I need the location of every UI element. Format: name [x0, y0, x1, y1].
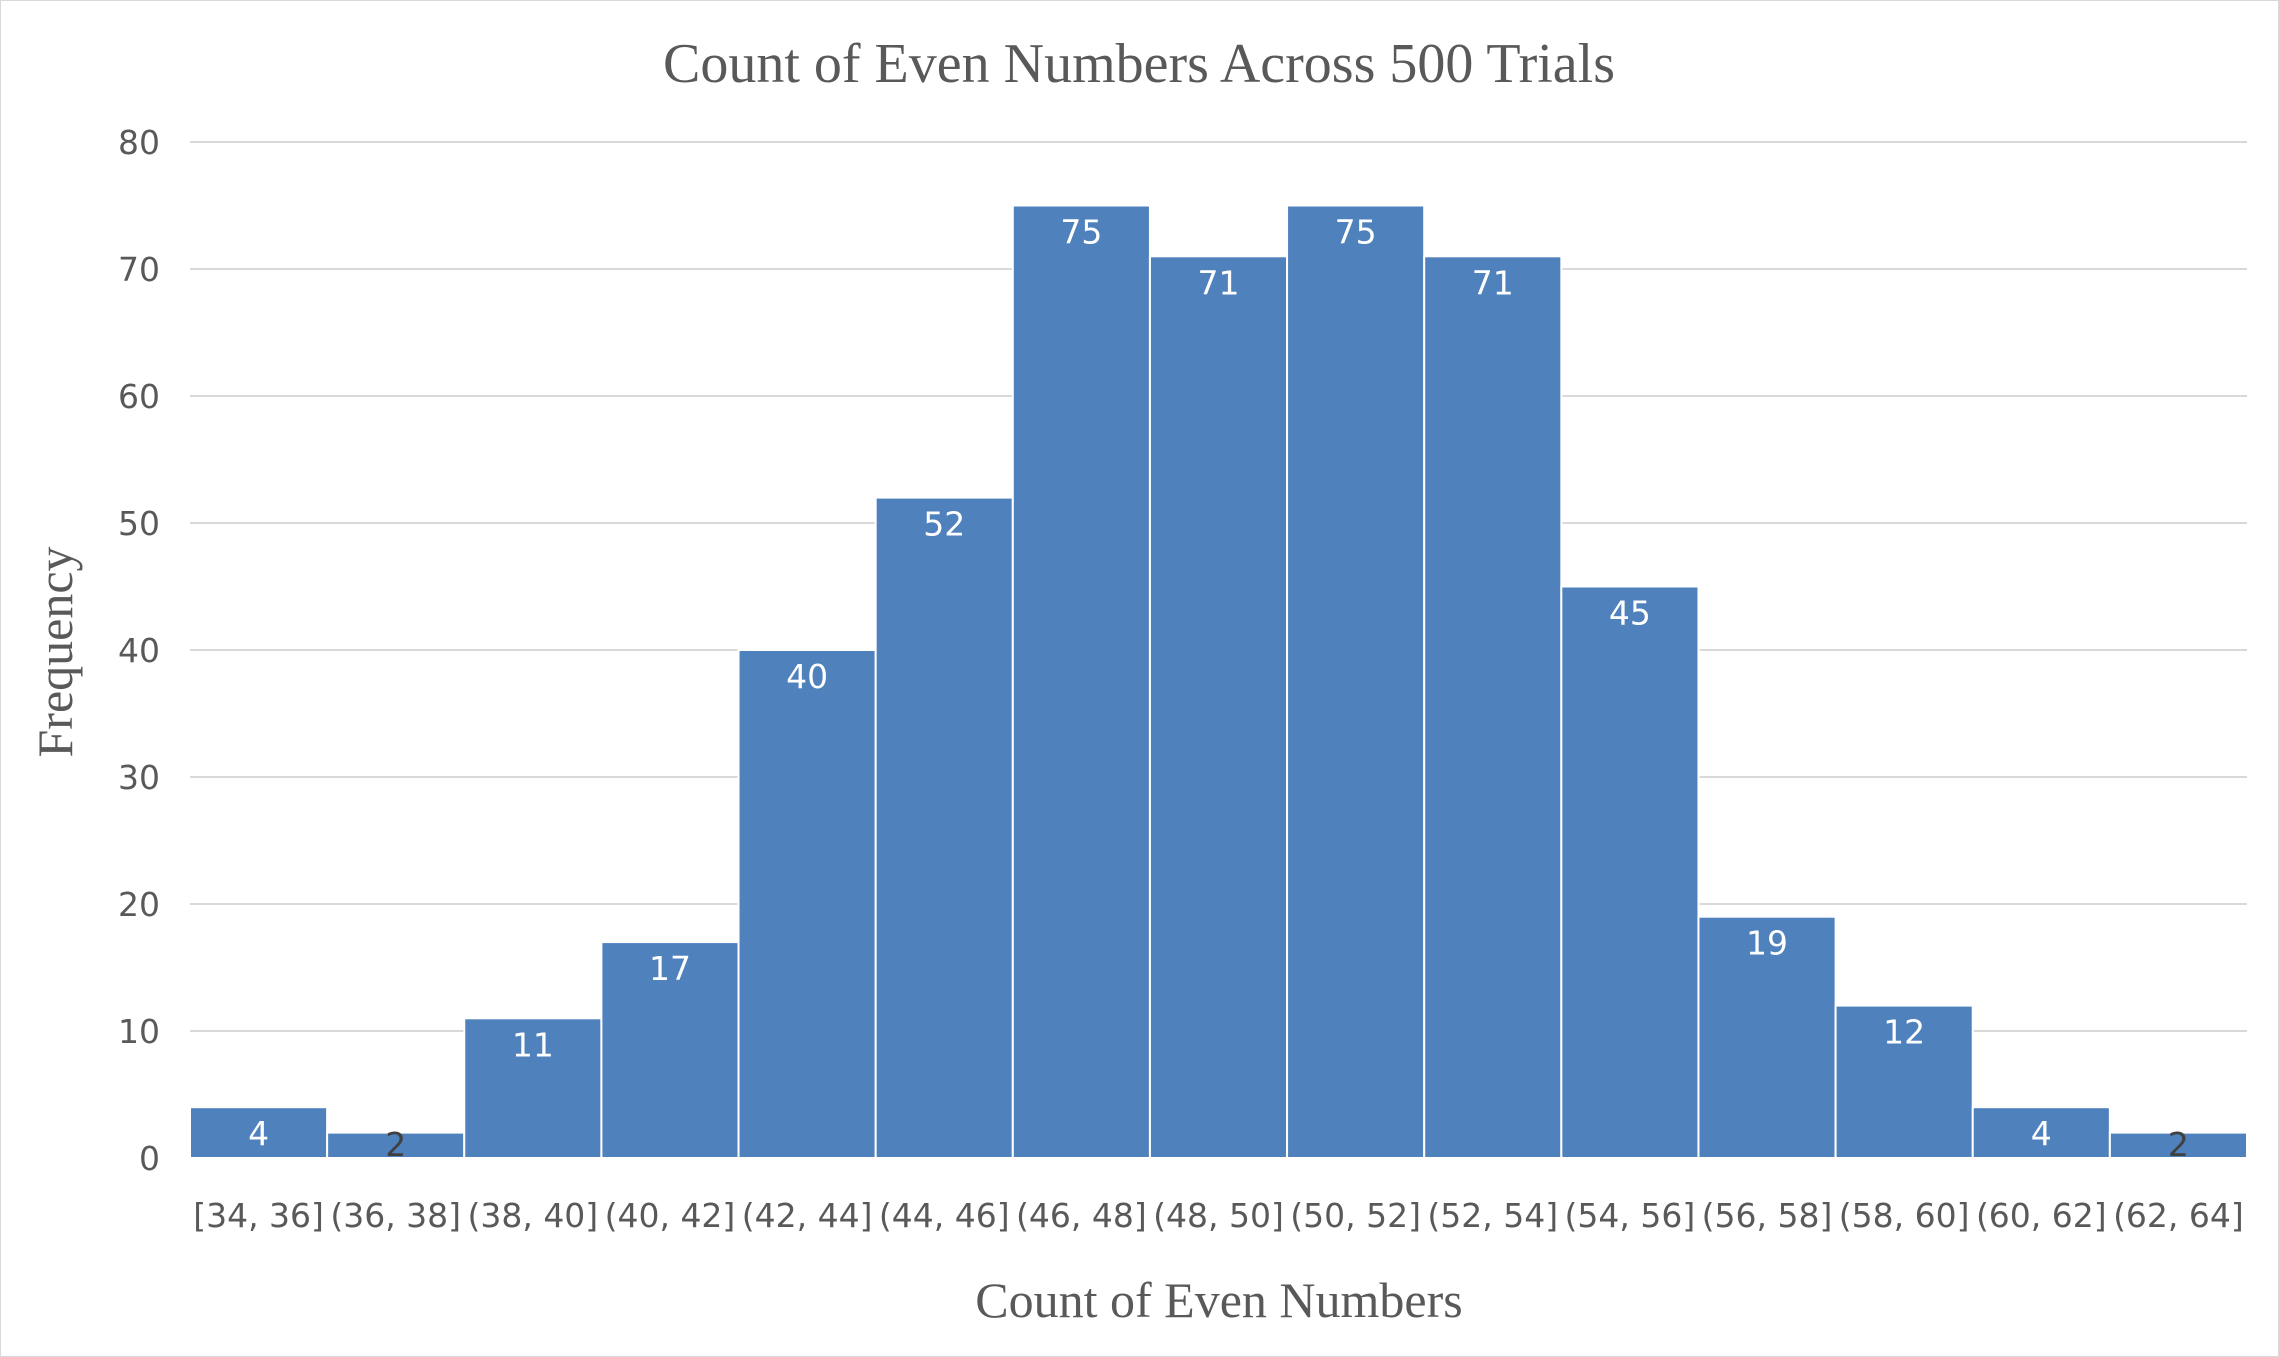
bar-data-label: 2 [2168, 1125, 2189, 1164]
histogram-bar [1148, 255, 1289, 1159]
histogram-bar [1697, 915, 1837, 1160]
x-category-label: (38, 40] [467, 1196, 598, 1235]
x-category-label: (46, 48] [1016, 1196, 1147, 1235]
histogram-bar [326, 1131, 466, 1159]
y-tick-label: 20 [118, 885, 160, 924]
x-category-label: (60, 62] [1976, 1196, 2107, 1235]
histogram-bar [874, 496, 1014, 1160]
bar-data-label: 2 [385, 1125, 406, 1164]
histogram-bar [189, 1106, 329, 1159]
bar-data-label: 4 [2031, 1114, 2052, 1153]
bar-data-label: 75 [1060, 213, 1102, 252]
bars [189, 204, 2249, 1160]
histogram-bar [1560, 585, 1700, 1159]
x-category-label: (48, 50] [1153, 1196, 1284, 1235]
x-category-label: (36, 38] [330, 1196, 461, 1235]
bar-data-label: 71 [1472, 263, 1514, 302]
bar-data-label: 19 [1746, 924, 1788, 963]
bar-data-label: 4 [248, 1114, 269, 1153]
bar-data-label: 12 [1883, 1013, 1925, 1052]
y-tick-label: 70 [118, 250, 160, 289]
histogram-bar [1834, 1004, 1974, 1159]
bar-data-label: 45 [1609, 594, 1651, 633]
histogram-bar [600, 941, 740, 1159]
x-category-label: (54, 56] [1565, 1196, 1696, 1235]
histogram-bar [1011, 204, 1151, 1159]
data-labels: 4 2 11 17 40 52 75 71 75 71 45 19 12 4 2 [248, 213, 2189, 1165]
y-axis-ticks: 0 10 20 30 40 50 60 70 80 [118, 123, 160, 1178]
y-tick-label: 30 [118, 758, 160, 797]
x-category-label: (62, 64] [2113, 1196, 2244, 1235]
x-category-label: (50, 52] [1290, 1196, 1421, 1235]
histogram-bar [463, 1017, 603, 1159]
x-axis-title: Count of Even Numbers [975, 1272, 1462, 1328]
x-axis-categories: [34, 36] (36, 38] (38, 40] (40, 42] (42, 44]… [193, 1196, 2244, 1235]
x-category-label: (52, 54] [1427, 1196, 1558, 1235]
histogram-bar [737, 649, 877, 1159]
y-tick-label: 80 [118, 123, 160, 162]
x-category-label: (44, 46] [879, 1196, 1010, 1235]
y-tick-label: 50 [118, 504, 160, 543]
bar-data-label: 40 [786, 657, 828, 696]
x-category-label: (42, 44] [742, 1196, 873, 1235]
y-tick-label: 40 [118, 631, 160, 670]
x-category-label: (40, 42] [605, 1196, 736, 1235]
x-category-label: (58, 60] [1839, 1196, 1970, 1235]
y-tick-label: 10 [118, 1012, 160, 1051]
bar-data-label: 71 [1198, 263, 1240, 302]
y-axis-title: Frequency [27, 546, 83, 757]
y-tick-label: 0 [139, 1139, 160, 1178]
bar-data-label: 11 [512, 1025, 554, 1064]
histogram-bar [2108, 1131, 2249, 1159]
bar-data-label: 75 [1335, 213, 1377, 252]
bar-data-label: 52 [923, 505, 965, 544]
x-category-label: (56, 58] [1702, 1196, 1833, 1235]
histogram-bar [1423, 255, 1563, 1159]
chart-title: Count of Even Numbers Across 500 Trials [663, 33, 1615, 95]
x-category-label: [34, 36] [193, 1196, 324, 1235]
histogram-bar [1286, 204, 1426, 1159]
y-tick-label: 60 [118, 377, 160, 416]
bar-data-label: 17 [649, 949, 691, 988]
histogram-bar [1971, 1106, 2111, 1159]
